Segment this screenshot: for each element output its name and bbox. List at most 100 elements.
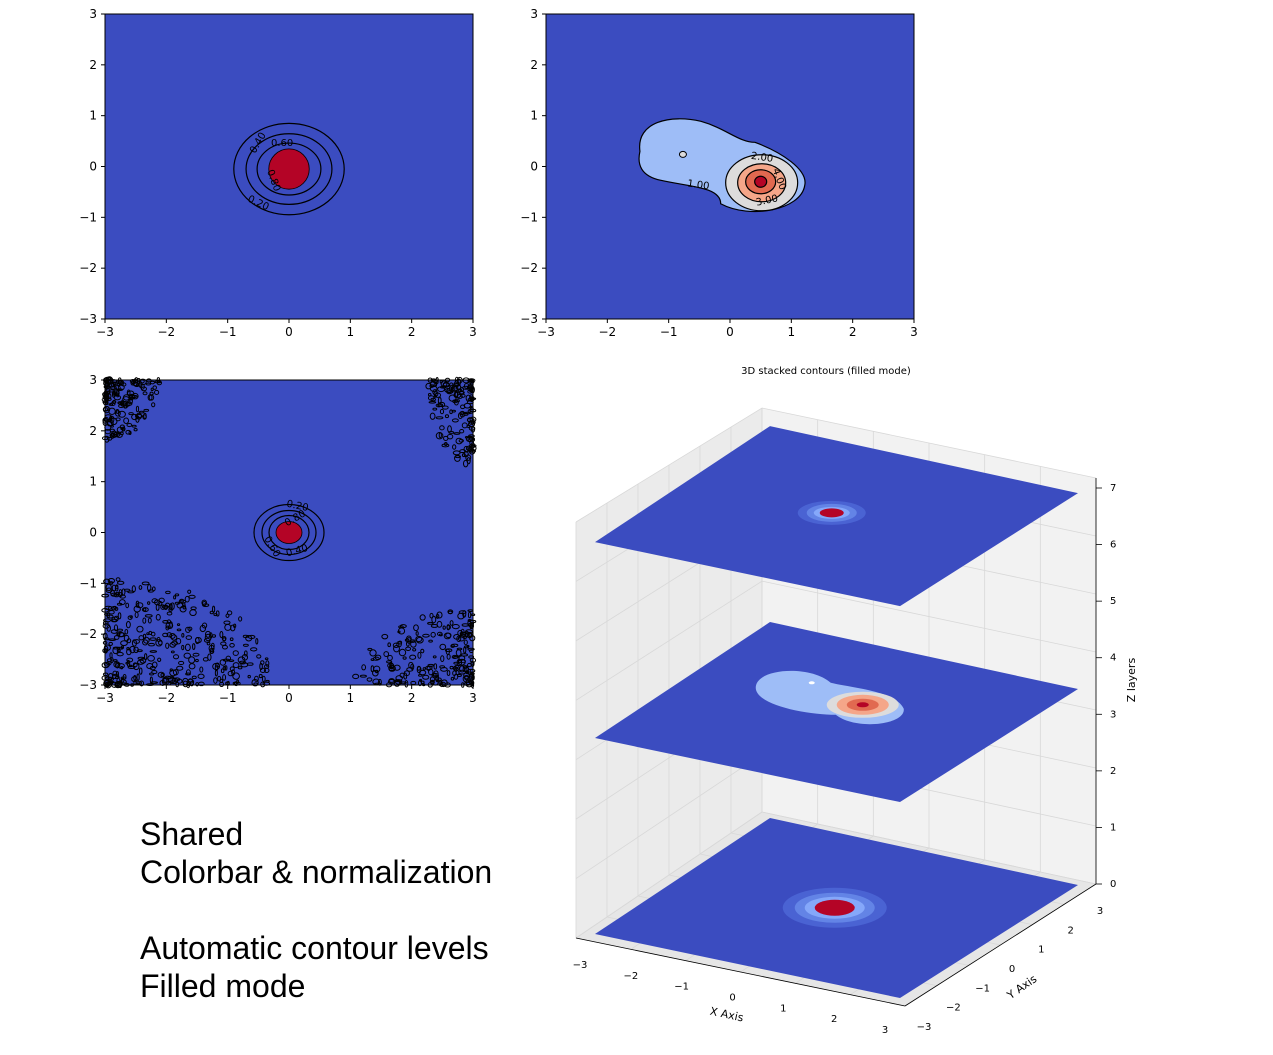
noise-blob (189, 609, 197, 617)
noise-blob (136, 673, 140, 681)
noise-blob (220, 668, 225, 674)
noise-blob (260, 681, 266, 688)
noise-blob (215, 610, 220, 617)
noise-blob (452, 399, 458, 404)
noise-blob (259, 662, 263, 671)
contour-label: 0.20 (285, 499, 309, 514)
noise-blob (415, 631, 419, 636)
noise-blob (116, 632, 121, 637)
noise-blob (468, 449, 477, 453)
noise-blob (184, 595, 190, 603)
z-tick-label: 4 (1110, 653, 1116, 664)
y-tick-label: 3 (89, 7, 97, 21)
noise-blob (438, 679, 442, 687)
noise-blob (172, 654, 180, 660)
noise-blob (447, 425, 452, 433)
noise-blob (111, 400, 117, 404)
x-tick-label: −2 (623, 971, 638, 982)
noise-blob (176, 678, 183, 684)
noise-blob (227, 670, 234, 677)
noise-blob (439, 408, 445, 415)
noise-blob (433, 383, 438, 387)
noise-blob (199, 666, 204, 673)
y-tick-label: 2 (530, 58, 538, 72)
noise-blob (437, 386, 445, 393)
noise-blob (439, 425, 445, 431)
noise-blob (466, 457, 471, 465)
noise-blob (449, 409, 453, 415)
noise-blob (460, 404, 466, 410)
noise-blob (456, 394, 463, 400)
noise-blob (446, 390, 454, 394)
noise-blob (464, 675, 469, 681)
noise-blob (116, 580, 125, 585)
noise-blob (399, 681, 407, 685)
noise-blob (381, 633, 389, 640)
noise-blob (174, 593, 180, 597)
noise-blob (454, 391, 459, 399)
x-axis-label: X Axis (709, 1005, 745, 1025)
noise-blob (119, 431, 124, 436)
noise-blob (130, 394, 138, 398)
noise-blob (212, 662, 221, 670)
noise-blob (426, 666, 431, 672)
noise-blob (184, 643, 191, 652)
noise-blob (170, 634, 178, 641)
noise-blob (169, 641, 176, 648)
noise-blob (419, 614, 426, 621)
noise-blob (138, 381, 143, 388)
noise-blob (185, 669, 191, 676)
noise-blob (438, 432, 442, 439)
noise-blob (225, 655, 232, 662)
noise-blob (232, 672, 240, 680)
noise-blob (139, 680, 145, 687)
noise-blob (138, 635, 145, 641)
x-tick-label: 2 (408, 325, 416, 339)
noise-blob (133, 646, 139, 654)
noise-blob (417, 651, 422, 659)
noise-blob (416, 666, 422, 674)
noise-blob (140, 383, 145, 390)
noise-blob (460, 653, 469, 657)
noise-blob (173, 595, 177, 600)
noise-blob (422, 633, 430, 638)
noise-blob (224, 665, 228, 671)
contour-panel-3d: 3D stacked contours (filled mode) 0 1 2 3 4 5 6… (573, 366, 1138, 1036)
y-tick-label: −3 (79, 312, 97, 326)
noise-blob (147, 655, 155, 662)
noise-blob (102, 620, 109, 626)
noise-blob (433, 391, 439, 397)
noise-blob (221, 635, 227, 642)
noise-blob (214, 669, 218, 677)
noise-blob (450, 644, 455, 648)
noise-blob (427, 621, 434, 625)
noise-blob (255, 637, 259, 645)
layer-middle-contour-band (856, 702, 869, 708)
noise-blob (114, 410, 121, 417)
y-tick-label: −1 (975, 983, 990, 994)
contour-region-peak (754, 175, 768, 188)
chart-title: 3D stacked contours (filled mode) (741, 366, 911, 377)
note-line-4: Filled mode (140, 968, 306, 1004)
noise-blob (109, 581, 114, 585)
noise-blob (141, 581, 150, 586)
noise-blob (387, 679, 396, 685)
noise-blob (114, 585, 119, 592)
noise-blob (462, 610, 467, 618)
y-tick-label: 0 (1009, 964, 1015, 975)
noise-blob (138, 667, 143, 675)
noise-blob (232, 650, 239, 656)
noise-blob (131, 585, 136, 593)
noise-blob (439, 665, 446, 669)
noise-blob (149, 650, 158, 653)
x-tick-label: 3 (882, 1025, 888, 1036)
noise-blob (436, 631, 443, 637)
note-line-2: Colorbar & normalization (140, 854, 493, 890)
noise-blob (199, 624, 207, 633)
noise-blob (134, 413, 143, 418)
noise-blob (367, 647, 373, 651)
noise-blob (449, 620, 454, 626)
x-tick-label: −1 (660, 325, 678, 339)
noise-blob (126, 638, 132, 644)
